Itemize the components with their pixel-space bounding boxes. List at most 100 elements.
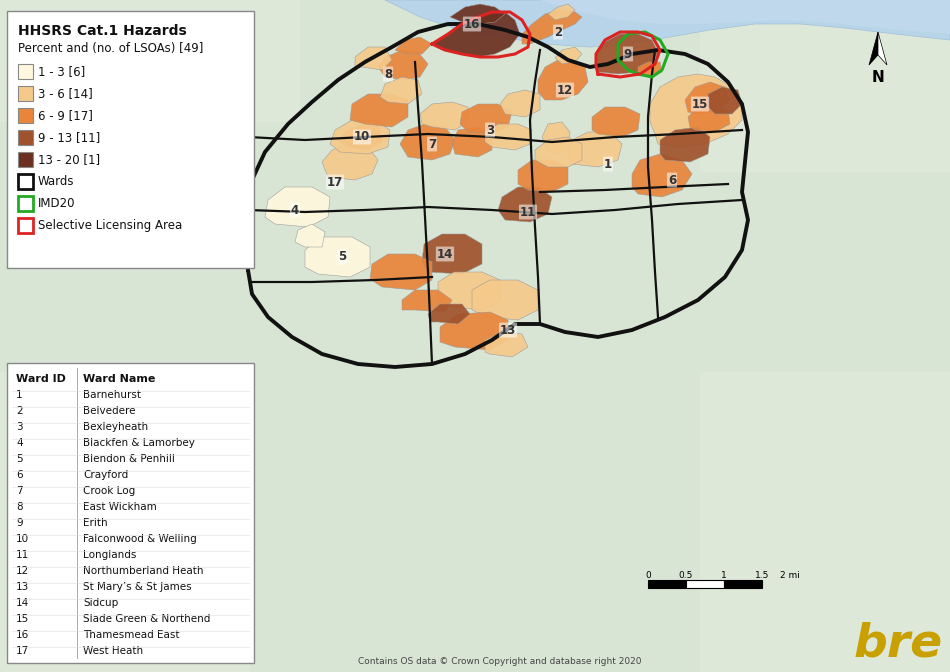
Polygon shape (355, 47, 392, 70)
Text: 3 - 6 [14]: 3 - 6 [14] (38, 87, 93, 100)
Text: 1 - 3 [6]: 1 - 3 [6] (38, 65, 86, 78)
Text: 0: 0 (645, 571, 651, 580)
Polygon shape (472, 280, 538, 320)
Polygon shape (322, 144, 378, 180)
Bar (18, 86, 33, 101)
Polygon shape (428, 304, 470, 324)
Text: 8: 8 (16, 502, 23, 512)
Bar (18, 64, 33, 79)
Text: HHSRS Cat.1 Hazards: HHSRS Cat.1 Hazards (18, 24, 187, 38)
Polygon shape (395, 37, 432, 54)
Text: 6: 6 (668, 173, 676, 187)
Text: Belvedere: Belvedere (83, 406, 136, 416)
Bar (648, 580, 686, 588)
Polygon shape (422, 234, 482, 274)
Text: West Heath: West Heath (83, 646, 143, 656)
Text: 1: 1 (604, 157, 612, 171)
Bar (18, 218, 33, 233)
Polygon shape (338, 124, 382, 150)
Text: Longlands: Longlands (83, 550, 137, 560)
Text: 5: 5 (16, 454, 23, 464)
Bar (0, 0, 300, 122)
Polygon shape (688, 104, 730, 132)
Polygon shape (660, 127, 710, 162)
Text: 16: 16 (464, 17, 480, 30)
Text: 3: 3 (16, 422, 23, 432)
Text: Thamesmead East: Thamesmead East (83, 630, 180, 640)
Bar (686, 580, 724, 588)
Text: 2: 2 (554, 26, 562, 38)
Polygon shape (555, 47, 582, 64)
Bar (18, 108, 33, 123)
Text: 0.5: 0.5 (679, 571, 694, 580)
Text: 13: 13 (500, 323, 516, 337)
Polygon shape (485, 332, 528, 357)
Polygon shape (370, 254, 432, 290)
Text: 4: 4 (16, 438, 23, 448)
Text: Slade Green & Northend: Slade Green & Northend (83, 614, 210, 624)
Polygon shape (542, 122, 570, 154)
Text: 8: 8 (384, 67, 392, 81)
Text: 10: 10 (16, 534, 29, 544)
Text: 10: 10 (353, 130, 370, 144)
Text: 3: 3 (486, 124, 494, 136)
Text: 12: 12 (557, 83, 573, 97)
Text: 2: 2 (16, 406, 23, 416)
Text: 14: 14 (437, 247, 453, 261)
Text: Percent and (no. of LSOAs) [49]: Percent and (no. of LSOAs) [49] (18, 42, 203, 55)
Text: Northumberland Heath: Northumberland Heath (83, 566, 203, 576)
Bar (18, 174, 33, 189)
Polygon shape (878, 32, 887, 65)
Polygon shape (452, 127, 492, 157)
Text: Contains OS data © Crown Copyright and database right 2020: Contains OS data © Crown Copyright and d… (358, 657, 642, 666)
Bar (724, 580, 762, 588)
Text: 9: 9 (624, 48, 632, 60)
Polygon shape (869, 32, 878, 65)
Text: N: N (872, 70, 884, 85)
Polygon shape (592, 107, 640, 137)
Polygon shape (378, 50, 428, 80)
Polygon shape (400, 124, 455, 160)
Polygon shape (685, 82, 730, 114)
Text: 9: 9 (16, 518, 23, 528)
Text: 15: 15 (692, 97, 708, 110)
Text: 7: 7 (428, 138, 436, 151)
Polygon shape (380, 77, 422, 104)
Polygon shape (420, 102, 468, 130)
Polygon shape (498, 187, 552, 222)
Polygon shape (518, 160, 568, 192)
Text: bre: bre (853, 622, 942, 667)
Text: 13 - 20 [1]: 13 - 20 [1] (38, 153, 100, 166)
Bar (18, 196, 33, 211)
Text: Erith: Erith (83, 518, 107, 528)
Text: Barnehurst: Barnehurst (83, 390, 141, 400)
Polygon shape (432, 12, 520, 57)
Text: Bexleyheath: Bexleyheath (83, 422, 148, 432)
Text: Blackfen & Lamorbey: Blackfen & Lamorbey (83, 438, 195, 448)
Polygon shape (485, 124, 532, 150)
FancyBboxPatch shape (7, 363, 254, 663)
Polygon shape (385, 0, 950, 47)
Text: Crook Log: Crook Log (83, 486, 135, 496)
Bar (700, 372, 950, 672)
Text: 7: 7 (16, 486, 23, 496)
Polygon shape (330, 120, 390, 154)
Text: 15: 15 (16, 614, 29, 624)
Text: 9 - 13 [11]: 9 - 13 [11] (38, 131, 101, 144)
Text: 17: 17 (327, 175, 343, 189)
Polygon shape (568, 132, 622, 167)
Text: 13: 13 (16, 582, 29, 592)
Polygon shape (350, 94, 408, 127)
Text: Wards: Wards (38, 175, 74, 188)
Text: Ward Name: Ward Name (83, 374, 156, 384)
Text: Sidcup: Sidcup (83, 598, 118, 608)
Text: 14: 14 (16, 598, 29, 608)
Polygon shape (708, 87, 742, 114)
Polygon shape (460, 104, 512, 134)
Text: Selective Licensing Area: Selective Licensing Area (38, 219, 182, 232)
Text: 11: 11 (16, 550, 29, 560)
Text: 6 - 9 [17]: 6 - 9 [17] (38, 109, 93, 122)
Polygon shape (638, 62, 662, 77)
Text: 11: 11 (520, 206, 536, 218)
Text: 16: 16 (16, 630, 29, 640)
